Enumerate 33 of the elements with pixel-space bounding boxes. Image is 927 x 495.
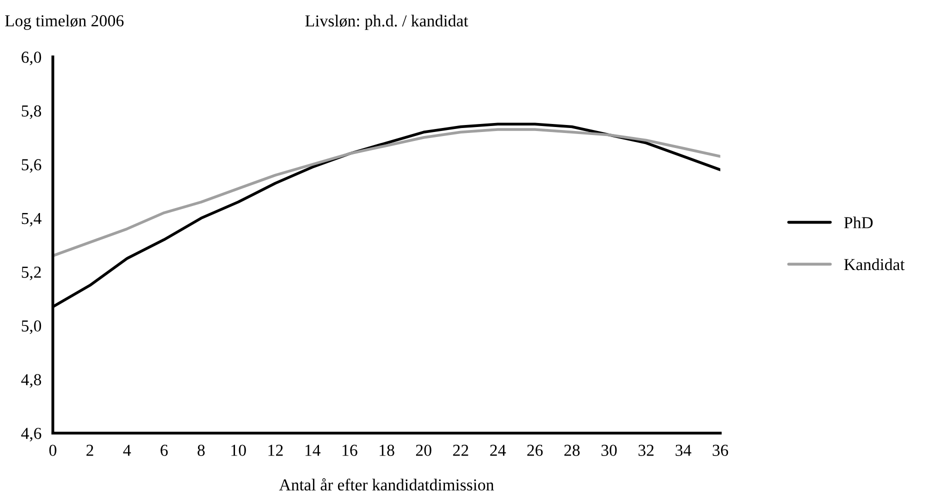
y-tick-label: 5,4 xyxy=(22,212,42,226)
line-series xyxy=(52,128,720,258)
y-axis-title: Log timeløn 2006 xyxy=(5,14,124,30)
x-tick-label: 8 xyxy=(198,444,205,456)
x-tick-label: 16 xyxy=(342,444,358,456)
x-tick-label: 6 xyxy=(160,444,168,456)
x-tick-label: 20 xyxy=(416,444,432,456)
x-tick-label: 4 xyxy=(123,444,131,456)
x-tick-label: 30 xyxy=(602,444,617,456)
y-tick-label: 5,8 xyxy=(22,105,42,120)
chart-title: Livsløn: ph.d. / kandidat xyxy=(305,14,468,30)
y-tick-label: 5,6 xyxy=(22,159,42,173)
x-tick-label: 34 xyxy=(676,444,692,456)
x-tick-label: 28 xyxy=(564,444,580,456)
y-tick-label: 4,8 xyxy=(21,374,42,388)
y-tick-label: 6,0 xyxy=(22,52,42,66)
x-tick-label: 36 xyxy=(712,444,728,456)
x-tick-label: 22 xyxy=(453,444,468,456)
x-tick-label: 0 xyxy=(49,444,56,456)
x-tick-label: 18 xyxy=(380,444,394,456)
x-tick-label: 24 xyxy=(490,444,506,456)
y-tick-label: 5,0 xyxy=(22,320,42,334)
x-tick-label: 12 xyxy=(268,444,283,456)
x-tick-label: 10 xyxy=(231,444,246,456)
x-tick-label: 32 xyxy=(638,444,654,456)
legend-label: PhD xyxy=(844,216,873,228)
x-tick-label: 2 xyxy=(86,444,94,456)
y-tick-label: 5,2 xyxy=(22,266,41,280)
x-axis-title: Antal år efter kandidatdimission xyxy=(279,478,494,491)
legend-label: Kandidat xyxy=(844,258,905,270)
x-tick-label: 14 xyxy=(306,444,320,456)
y-tick-label: 4,6 xyxy=(21,428,42,442)
x-tick-label: 26 xyxy=(527,444,543,456)
